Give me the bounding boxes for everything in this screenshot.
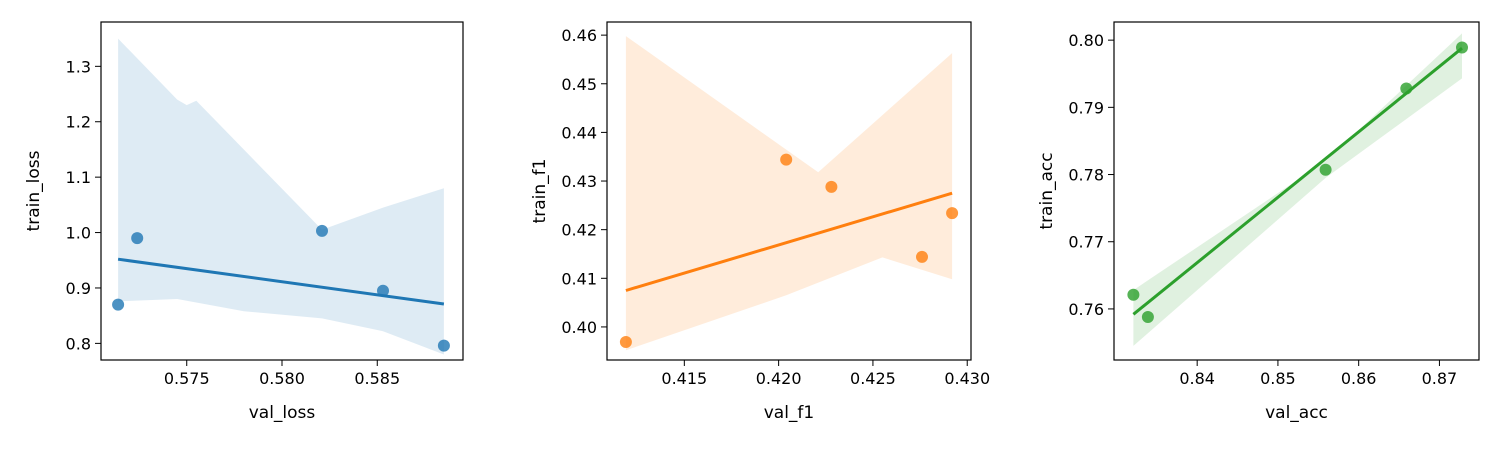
y-tick-label: 0.44 [561, 123, 597, 142]
y-tick-label: 1.2 [66, 113, 91, 132]
scatter-point [112, 298, 125, 311]
y-tick-label: 0.78 [1068, 166, 1104, 185]
scatter-point [437, 339, 450, 352]
confidence-band [118, 38, 444, 355]
y-tick-label: 0.43 [561, 172, 597, 191]
scatter-point [131, 232, 144, 245]
confidence-band [625, 36, 953, 351]
x-tick-label: 0.575 [164, 369, 210, 388]
plot-frame [1113, 21, 1480, 361]
x-axis-label: val_f1 [764, 403, 815, 423]
confidence-band [1133, 33, 1462, 346]
scatter-point [916, 250, 928, 263]
x-tick-label: 0.420 [756, 369, 802, 388]
y-tick-label: 0.8 [66, 334, 91, 353]
scatter-point [316, 224, 328, 237]
y-tick-label: 0.42 [561, 221, 597, 240]
x-axis-label: val_acc [1265, 403, 1328, 423]
y-axis-label: train_f1 [530, 159, 550, 224]
x-tick-label: 0.580 [259, 369, 305, 388]
regression-line [117, 257, 445, 306]
subplot-3: 0.84 0.85 0.86 0.87 0.76 0.77 0.78 0.79 0.80 val_… [1037, 21, 1480, 423]
x-tick-label: 0.415 [661, 369, 707, 388]
y-tick-label: 1.1 [66, 168, 91, 187]
x-axis-label: val_loss [249, 403, 316, 423]
y-tick-label: 0.9 [66, 279, 91, 298]
y-tick-label: 0.77 [1068, 233, 1104, 252]
x-tick-label: 0.585 [354, 369, 400, 388]
x-tick-label: 0.425 [850, 369, 896, 388]
plot-frame [606, 21, 972, 361]
x-tick-label: 0.85 [1260, 369, 1296, 388]
y-tick-label: 0.40 [561, 318, 597, 337]
y-axis-label: train_loss [24, 150, 44, 231]
scatter-point [619, 336, 632, 348]
y-tick-label: 0.41 [561, 269, 597, 288]
y-axis-label: train_acc [1037, 152, 1057, 229]
scatter-point [780, 153, 793, 166]
regression-line [625, 191, 953, 292]
subplot-1: 0.575 0.580 0.585 0.8 0.9 1.0 1.1 1.2 1.3 val_los… [24, 21, 464, 423]
y-tick-label: 0.76 [1068, 300, 1104, 319]
scatter-point [825, 180, 838, 193]
y-tick-label: 1.3 [66, 57, 91, 76]
x-tick-label: 0.84 [1179, 369, 1215, 388]
y-tick-label: 0.80 [1068, 31, 1104, 50]
subplot-2: 0.415 0.420 0.425 0.430 0.40 0.41 0.42 0.43 0.44… [530, 21, 990, 423]
scatter-point [1127, 288, 1140, 301]
scatter-point [1141, 311, 1154, 323]
x-tick-label: 0.86 [1341, 369, 1377, 388]
x-tick-label: 0.87 [1422, 369, 1458, 388]
x-tick-label: 0.430 [944, 369, 990, 388]
y-tick-label: 1.0 [66, 224, 91, 243]
y-tick-label: 0.79 [1068, 98, 1104, 117]
y-tick-label: 0.45 [561, 75, 597, 94]
y-tick-label: 0.46 [561, 26, 597, 45]
scatter-point [946, 207, 959, 220]
regression-line [1132, 47, 1463, 316]
scatter-point [1319, 163, 1332, 176]
